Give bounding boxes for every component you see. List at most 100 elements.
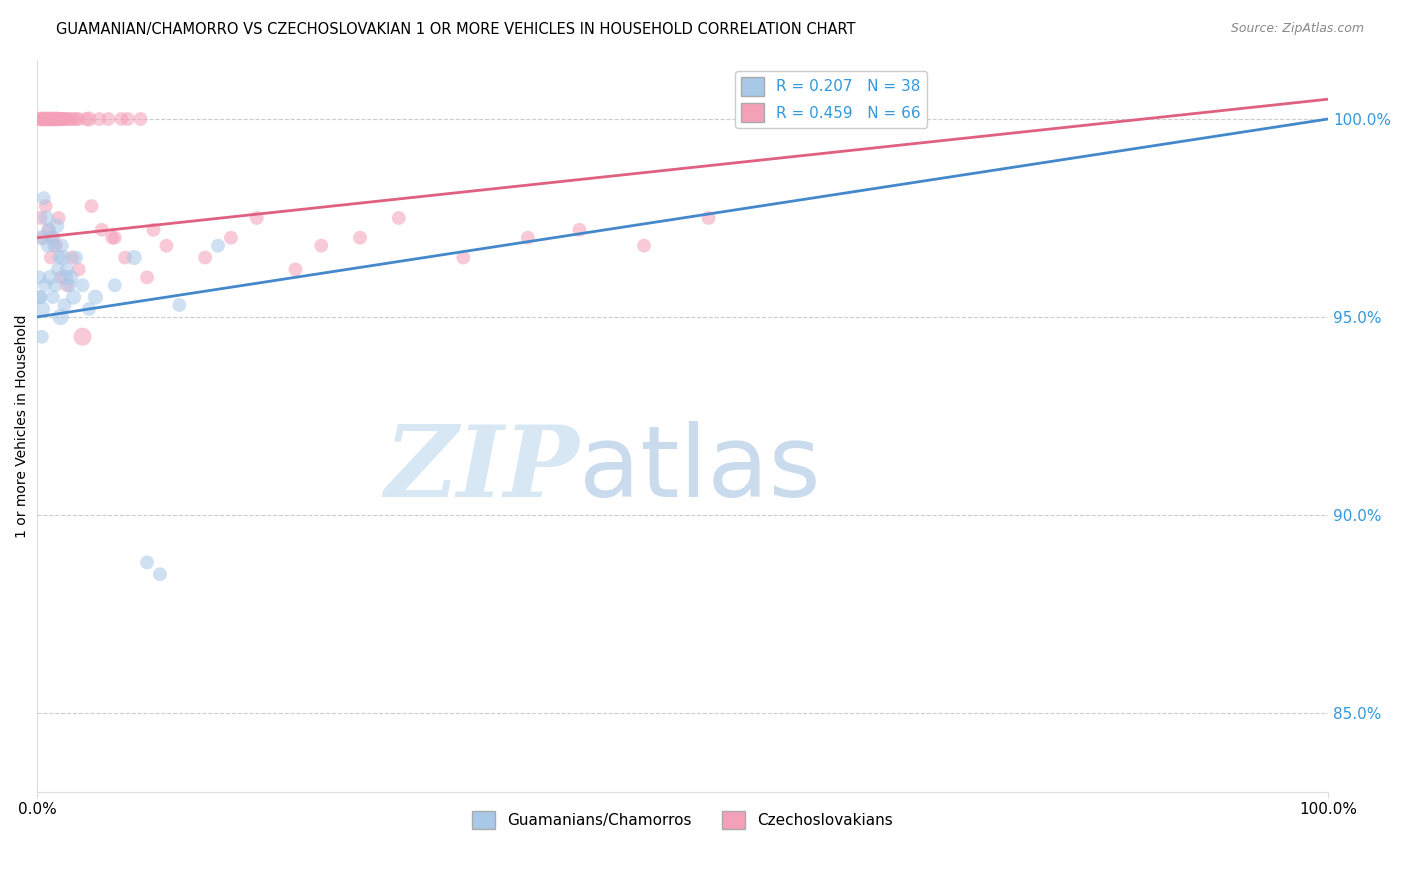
Point xyxy=(89,112,111,126)
Text: Source: ZipAtlas.com: Source: ZipAtlas.com xyxy=(1230,22,1364,36)
Point xyxy=(53,112,76,126)
Point xyxy=(77,112,100,126)
Point xyxy=(56,278,79,293)
Point xyxy=(37,223,59,237)
Point xyxy=(246,211,269,225)
Point xyxy=(32,191,55,205)
Point xyxy=(80,199,103,213)
Point xyxy=(34,112,56,126)
Point xyxy=(516,231,538,245)
Point xyxy=(51,112,73,126)
Point xyxy=(122,251,145,265)
Point xyxy=(149,567,172,582)
Point xyxy=(44,112,66,126)
Point xyxy=(72,329,94,343)
Point xyxy=(35,199,58,213)
Point xyxy=(697,211,720,225)
Point xyxy=(129,112,152,126)
Point xyxy=(56,262,79,277)
Point xyxy=(219,231,242,245)
Point xyxy=(48,112,70,126)
Point xyxy=(30,231,52,245)
Point xyxy=(114,251,136,265)
Point xyxy=(52,251,75,265)
Point xyxy=(62,112,84,126)
Point xyxy=(41,112,63,126)
Point xyxy=(39,270,62,285)
Point xyxy=(37,238,59,252)
Point xyxy=(117,112,139,126)
Point xyxy=(62,290,84,304)
Point xyxy=(72,278,94,293)
Point xyxy=(46,262,69,277)
Point xyxy=(59,278,82,293)
Point xyxy=(53,298,76,312)
Point xyxy=(104,278,127,293)
Y-axis label: 1 or more Vehicles in Household: 1 or more Vehicles in Household xyxy=(15,314,30,538)
Point xyxy=(49,310,72,324)
Point xyxy=(35,211,58,225)
Point xyxy=(44,278,66,293)
Point xyxy=(38,223,60,237)
Point xyxy=(388,211,411,225)
Point xyxy=(49,112,72,126)
Point xyxy=(311,238,333,252)
Point xyxy=(28,112,51,126)
Point xyxy=(104,231,127,245)
Text: atlas: atlas xyxy=(579,421,821,518)
Point xyxy=(59,112,82,126)
Text: GUAMANIAN/CHAMORRO VS CZECHOSLOVAKIAN 1 OR MORE VEHICLES IN HOUSEHOLD CORRELATIO: GUAMANIAN/CHAMORRO VS CZECHOSLOVAKIAN 1 … xyxy=(56,22,856,37)
Point xyxy=(42,112,65,126)
Point xyxy=(52,112,75,126)
Point xyxy=(284,262,307,277)
Point xyxy=(67,112,90,126)
Point xyxy=(101,231,124,245)
Point xyxy=(136,270,159,285)
Point xyxy=(32,231,55,245)
Point xyxy=(41,231,63,245)
Text: ZIP: ZIP xyxy=(384,422,579,518)
Point xyxy=(34,278,56,293)
Point xyxy=(28,290,51,304)
Point xyxy=(155,238,177,252)
Point xyxy=(31,301,53,316)
Point xyxy=(633,238,655,252)
Point xyxy=(31,329,53,343)
Point xyxy=(48,211,70,225)
Point xyxy=(45,219,67,233)
Point xyxy=(453,251,475,265)
Point xyxy=(75,112,97,126)
Point xyxy=(97,112,120,126)
Point xyxy=(207,238,229,252)
Point xyxy=(42,290,65,304)
Point xyxy=(48,251,70,265)
Point xyxy=(30,112,52,126)
Point xyxy=(51,238,73,252)
Point xyxy=(38,112,60,126)
Point xyxy=(136,555,159,569)
Point xyxy=(59,270,82,285)
Point xyxy=(55,112,77,126)
Point xyxy=(46,112,69,126)
Point xyxy=(42,231,65,245)
Point xyxy=(194,251,217,265)
Point xyxy=(65,112,87,126)
Point xyxy=(169,298,191,312)
Point xyxy=(45,112,67,126)
Point xyxy=(32,112,55,126)
Point xyxy=(90,223,112,237)
Point xyxy=(42,238,65,252)
Point xyxy=(55,270,77,285)
Legend: Guamanians/Chamorros, Czechoslovakians: Guamanians/Chamorros, Czechoslovakians xyxy=(465,805,900,836)
Point xyxy=(35,112,58,126)
Point xyxy=(65,251,87,265)
Point xyxy=(51,270,73,285)
Point xyxy=(31,112,53,126)
Point xyxy=(30,290,52,304)
Point xyxy=(142,223,165,237)
Point xyxy=(349,231,371,245)
Point xyxy=(37,112,59,126)
Point xyxy=(67,262,90,277)
Point xyxy=(58,112,80,126)
Point xyxy=(42,112,65,126)
